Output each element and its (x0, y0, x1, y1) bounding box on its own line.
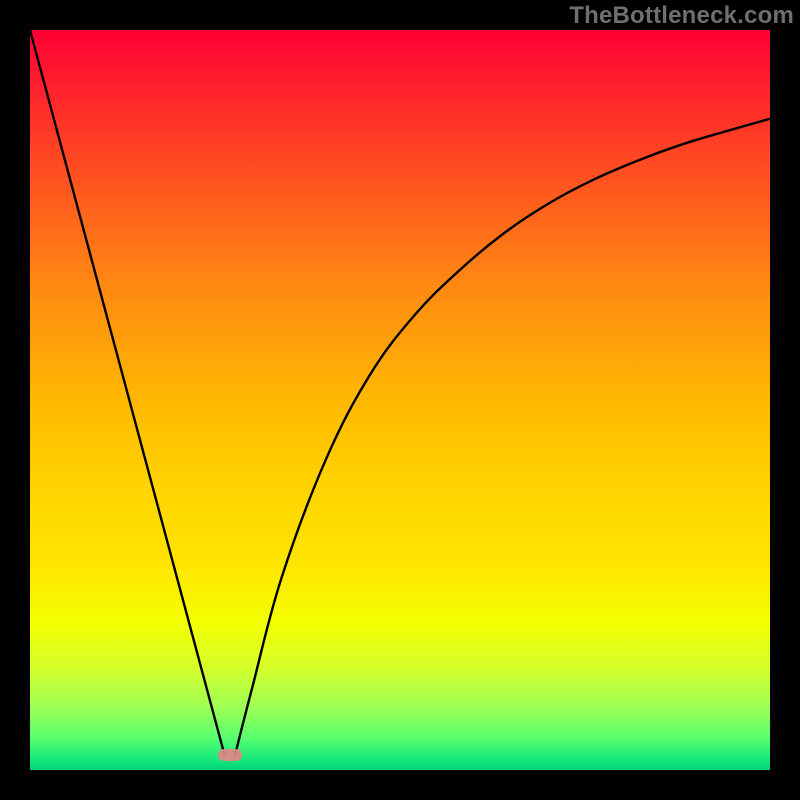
chart-stage: TheBottleneck.com (0, 0, 800, 800)
watermark-text: TheBottleneck.com (569, 2, 794, 30)
valley-marker (218, 749, 242, 761)
gradient-background (30, 30, 770, 770)
plot-area (30, 30, 770, 770)
gradient-and-curve-layer (30, 30, 770, 770)
